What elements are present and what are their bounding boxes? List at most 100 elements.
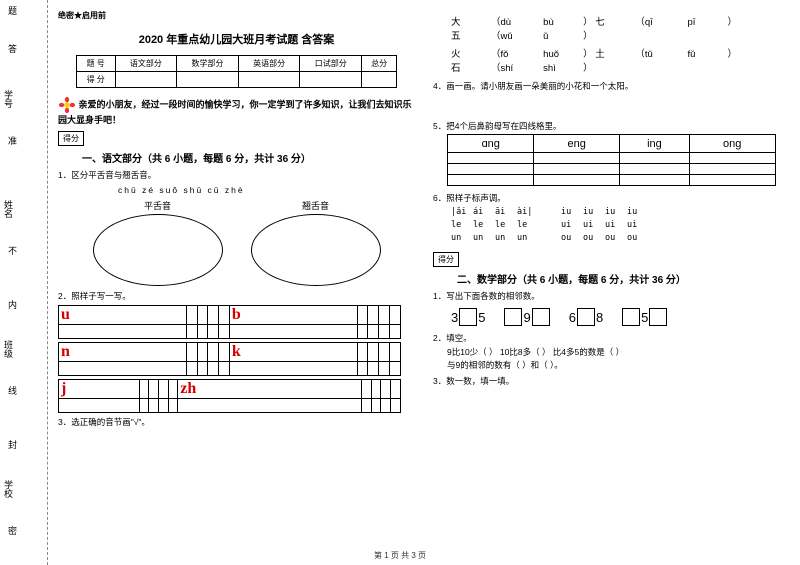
m2b: 与9的相邻的数有（ ）和（ ）。	[447, 359, 790, 372]
red-letter: b	[229, 305, 357, 324]
cc: 五（wǔ	[451, 28, 541, 42]
tone-grid: |ǎiáiāiài|iuiuiuiu leleleleuiuiuiui unun…	[451, 206, 790, 244]
q2: 2．照样子写一写。	[58, 290, 415, 302]
bind-lbl: 密	[6, 526, 19, 535]
oval-left: 平舌音	[93, 199, 223, 286]
right-column: 大（dù bù） 七（qī pī） 五（wǔ ǔ） 火（fǒ huǒ） 土（tǔ…	[433, 10, 790, 555]
bind-lbl: 学校	[2, 480, 15, 498]
cell: 数学部分	[177, 56, 239, 72]
bind-lbl: 答	[6, 44, 19, 53]
cc: fǔ	[687, 49, 727, 60]
write-grid-3: j zh	[58, 379, 401, 413]
num-box	[577, 308, 595, 326]
num-box	[504, 308, 522, 326]
cell: 题 号	[76, 56, 115, 72]
m1: 1．写出下面各数的相邻数。	[433, 290, 790, 302]
cc: 大（dù	[451, 14, 541, 28]
oval-row: 平舌音 翘舌音	[58, 199, 415, 286]
bind-lbl: 准	[6, 136, 19, 145]
q4: 4．画一画。请小朋友画一朵美丽的小花和一个太阳。	[433, 80, 790, 92]
num-pair: 68	[569, 308, 603, 326]
fl-head: ing	[620, 135, 690, 153]
fl-head: eng	[534, 135, 620, 153]
num-box	[649, 308, 667, 326]
fl-head: ɑng	[448, 135, 534, 153]
cell: 总分	[362, 56, 397, 72]
num-box	[532, 308, 550, 326]
table-row: 题 号 语文部分 数学部分 英语部分 口试部分 总分	[76, 56, 396, 72]
num-pair: 35	[451, 308, 485, 326]
cc: 土（tǔ	[595, 46, 685, 60]
intro-body: 亲爱的小朋友，经过一段时间的愉快学习，你一定学到了许多知识，让我们去知识乐园大显…	[58, 99, 412, 125]
num-row: 35 9 68 5	[451, 308, 790, 326]
bind-lbl: 学号	[2, 90, 15, 108]
cc: ǔ	[543, 31, 583, 42]
num-pair: 9	[503, 308, 550, 326]
intro-text: 亲爱的小朋友，经过一段时间的愉快学习，你一定学到了许多知识，让我们去知识乐园大显…	[58, 96, 415, 127]
bind-lbl: 不	[6, 246, 19, 255]
num-pair: 5	[621, 308, 668, 326]
cc: 石（shí	[451, 60, 541, 74]
m2: 2．填空。	[433, 332, 790, 344]
oval-right: 翘舌音	[251, 199, 381, 286]
cc: huǒ	[543, 49, 583, 60]
num-box	[459, 308, 477, 326]
section2-title: 二、数学部分（共 6 小题，每题 6 分，共计 36 分）	[457, 271, 790, 286]
score-box: 得分	[58, 131, 84, 146]
m3: 3．数一数，填一填。	[433, 375, 790, 387]
char-row-2: 火（fǒ huǒ） 土（tǔ fǔ） 石（shí shì）	[451, 46, 790, 74]
q6: 6．照样子标声调。	[433, 192, 790, 204]
tone-row: |ǎiáiāiài|iuiuiuiu	[451, 206, 790, 219]
bind-lbl: 班级	[2, 340, 15, 358]
cell	[362, 72, 397, 88]
q3: 3．选正确的音节画"√"。	[58, 416, 415, 428]
secret-label: 绝密★启用前	[58, 10, 415, 21]
red-letter: j	[59, 379, 140, 398]
cell	[238, 72, 300, 88]
bind-lbl: 内	[6, 300, 19, 309]
tone-row: leleleleuiuiuiui	[451, 219, 790, 232]
q1: 1．区分平舌音与翘舌音。	[58, 169, 415, 181]
cell	[115, 72, 177, 88]
page-content: 绝密★启用前 2020 年重点幼儿园大班月考试题 含答案 题 号 语文部分 数学…	[58, 10, 790, 555]
cell: 语文部分	[115, 56, 177, 72]
q5: 5．把4个后鼻韵母写在四线格里。	[433, 120, 790, 132]
fl-head: ong	[689, 135, 775, 153]
bind-lbl: 线	[6, 386, 19, 395]
table-row: 得 分	[76, 72, 396, 88]
cell: 口试部分	[300, 56, 362, 72]
exam-title: 2020 年重点幼儿园大班月考试题 含答案	[58, 31, 415, 47]
left-column: 绝密★启用前 2020 年重点幼儿园大班月考试题 含答案 题 号 语文部分 数学…	[58, 10, 415, 555]
oval-shape	[93, 214, 223, 286]
red-letter: n	[59, 342, 187, 361]
cell	[300, 72, 362, 88]
cc: 火（fǒ	[451, 46, 541, 60]
red-letter: k	[229, 342, 357, 361]
char-row-1: 大（dù bù） 七（qī pī） 五（wǔ ǔ）	[451, 14, 790, 42]
page-footer: 第 1 页 共 3 页	[0, 550, 800, 561]
red-letter: zh	[178, 379, 362, 398]
red-letter: u	[59, 305, 187, 324]
flower-icon	[58, 96, 76, 114]
score-box: 得分	[433, 252, 459, 267]
oval-label: 翘舌音	[251, 199, 381, 212]
cc: shì	[543, 63, 583, 74]
write-grid-1: ub	[58, 305, 401, 339]
cell: 得 分	[76, 72, 115, 88]
cc: pī	[687, 17, 727, 28]
bind-lbl: 封	[6, 440, 19, 449]
tone-row: ununununouououou	[451, 232, 790, 245]
cc: bù	[543, 17, 583, 28]
oval-shape	[251, 214, 381, 286]
m2a: 9比10少（ ） 10比8多（ ） 比4多5的数是（ ）	[447, 346, 790, 359]
bind-lbl: 题	[6, 6, 19, 15]
score-header-table: 题 号 语文部分 数学部分 英语部分 口试部分 总分 得 分	[76, 55, 397, 88]
cc: 七（qī	[595, 14, 685, 28]
num-box	[622, 308, 640, 326]
write-grid-2: nk	[58, 342, 401, 376]
q1-pinyin: chū zé suǒ shū cū zhè	[118, 185, 415, 195]
section1-title: 一、语文部分（共 6 小题，每题 6 分，共计 36 分）	[82, 150, 415, 165]
fourline-grid: ɑng eng ing ong	[447, 134, 775, 186]
binding-margin: 题 答 学号 准 姓名 不 内 班级 线 封 学校 密	[0, 0, 48, 565]
bind-lbl: 姓名	[2, 200, 15, 218]
